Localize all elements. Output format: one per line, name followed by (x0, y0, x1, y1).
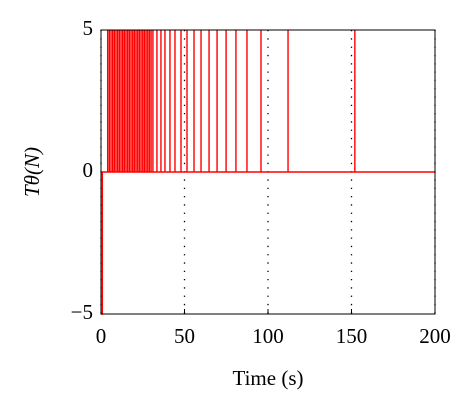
y-tick-label: −5 (71, 300, 93, 324)
y-axis-label: Tθ(N) (20, 147, 44, 197)
y-tick-label: 0 (83, 158, 94, 182)
plot-frame (100, 29, 436, 315)
x-axis-label: Time (s) (233, 366, 304, 390)
data-line (101, 30, 435, 315)
x-tick-label: 150 (336, 324, 368, 348)
x-tick-label: 50 (174, 324, 195, 348)
x-tick-label: 0 (96, 324, 107, 348)
x-tick-label: 100 (252, 324, 284, 348)
y-tick-label: 5 (83, 16, 94, 40)
x-tick-label: 200 (419, 324, 451, 348)
